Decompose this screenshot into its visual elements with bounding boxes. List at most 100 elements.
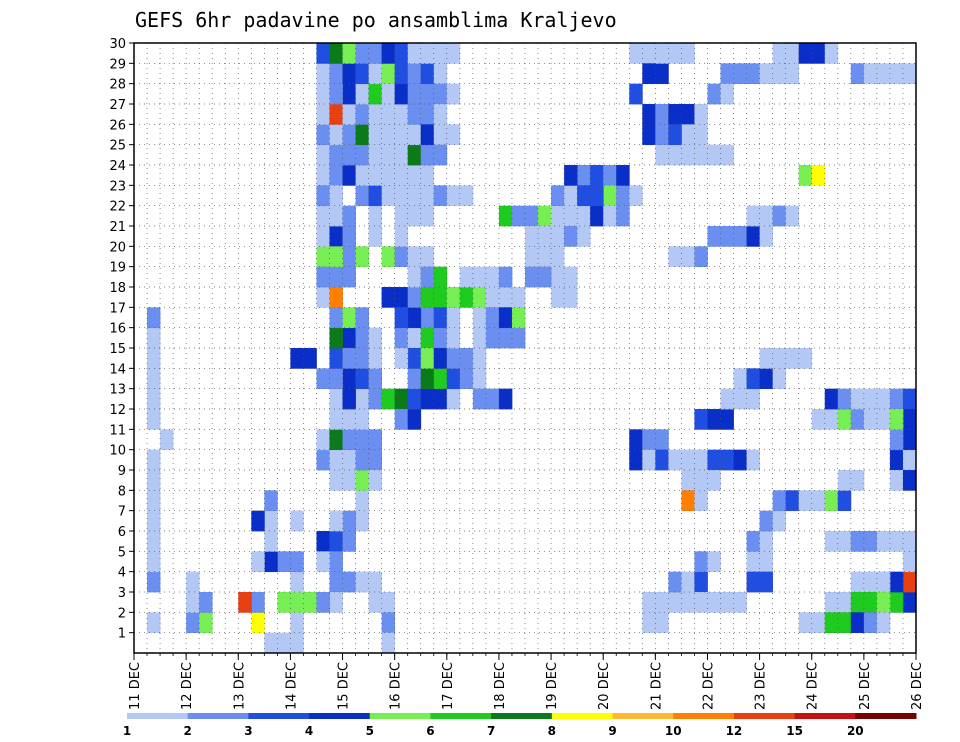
precip-cell: [681, 104, 695, 125]
precip-cell: [355, 246, 369, 268]
precip-cell: [472, 368, 487, 390]
precip-cell: [668, 246, 682, 268]
precip-cell: [186, 612, 200, 634]
precip-cell: [277, 592, 291, 613]
precip-cell: [902, 531, 917, 552]
colorbar-label: 12: [726, 724, 743, 738]
precip-cell: [329, 327, 343, 349]
precip-cell: [681, 124, 695, 146]
precip-cell: [316, 185, 330, 207]
precip-cell: [342, 83, 356, 105]
precip-cell: [824, 592, 839, 613]
x-tick-label: 16 DEC: [389, 662, 404, 710]
precip-cell: [902, 449, 917, 471]
precip-cell: [772, 510, 787, 532]
precip-cell: [420, 124, 435, 146]
precip-cell: [147, 490, 161, 512]
precip-cell: [355, 124, 369, 146]
precip-cell: [290, 592, 304, 613]
precip-cell: [303, 592, 317, 613]
precip-cell: [772, 43, 787, 64]
precip-cell: [577, 205, 591, 227]
colorbar-label: 4: [305, 724, 313, 738]
precip-cell: [707, 226, 721, 247]
precip-cell: [329, 104, 343, 125]
precip-cell: [342, 205, 356, 227]
precip-cell: [694, 144, 708, 166]
precip-cell: [472, 327, 487, 349]
precip-cell: [147, 571, 161, 593]
y-tick-label: 25: [109, 139, 126, 154]
precip-cell: [394, 246, 409, 268]
precip-cell: [394, 43, 409, 64]
precip-cell: [394, 327, 409, 349]
precip-cell: [772, 348, 787, 369]
precip-cell: [902, 551, 917, 573]
precip-cell: [551, 287, 565, 308]
precip-cell: [850, 531, 865, 552]
y-tick-label: 7: [118, 505, 126, 520]
precip-cell: [459, 348, 474, 369]
precip-cell: [694, 409, 708, 430]
colorbar-swatch: [794, 713, 856, 719]
precip-cell: [863, 612, 878, 634]
precip-cell: [251, 592, 265, 613]
precip-cell: [147, 531, 161, 552]
precip-cell: [433, 266, 448, 288]
precip-cell: [290, 571, 304, 593]
precip-cell: [355, 144, 369, 166]
precip-cell: [564, 205, 578, 227]
precip-cell: [407, 409, 422, 430]
precip-cell: [876, 571, 891, 593]
precip-cell: [381, 246, 396, 268]
precip-cell: [433, 327, 448, 349]
precip-cell: [355, 63, 369, 85]
precip-cell: [889, 571, 904, 593]
precip-cell: [368, 429, 383, 451]
precip-cell: [407, 266, 422, 288]
precip-cell: [420, 185, 435, 207]
precip-cell: [551, 226, 565, 247]
precip-cell: [342, 43, 356, 64]
precip-cell: [342, 429, 356, 451]
precip-cell: [160, 429, 174, 451]
chart-grid: [134, 43, 916, 653]
precip-cell: [681, 144, 695, 166]
colorbar-swatch: [673, 713, 735, 719]
colorbar-swatch: [248, 713, 310, 719]
precip-cell: [642, 449, 656, 471]
precip-cell: [472, 307, 487, 329]
precip-cell: [694, 592, 708, 613]
precip-cell: [329, 205, 343, 227]
precip-cell: [694, 470, 708, 491]
precip-cell: [772, 490, 787, 512]
precip-cell: [446, 83, 461, 105]
y-tick-label: 14: [109, 362, 126, 377]
precip-cell: [329, 429, 343, 451]
precip-cell: [355, 348, 369, 369]
precip-cell: [329, 83, 343, 105]
precip-cell: [472, 266, 487, 288]
colorbar-label: 7: [487, 724, 495, 738]
precip-cell: [746, 531, 760, 552]
precip-cell: [368, 592, 383, 613]
colorbar-label: 3: [244, 724, 252, 738]
precip-cell: [446, 388, 461, 410]
precip-cell: [446, 327, 461, 349]
precip-cell: [251, 510, 265, 532]
precip-cell: [355, 449, 369, 471]
precip-cell: [746, 388, 760, 410]
precip-cell: [394, 226, 409, 247]
precip-cell: [329, 531, 343, 552]
precip-cell: [538, 226, 552, 247]
precip-cell: [381, 592, 396, 613]
precip-cell: [316, 124, 330, 146]
precip-cell: [577, 185, 591, 207]
precip-cell: [642, 592, 656, 613]
precip-cell: [485, 287, 500, 308]
precip-cell: [720, 144, 734, 166]
precip-cell: [642, 124, 656, 146]
precip-cell: [642, 612, 656, 634]
precip-cell: [420, 43, 435, 64]
